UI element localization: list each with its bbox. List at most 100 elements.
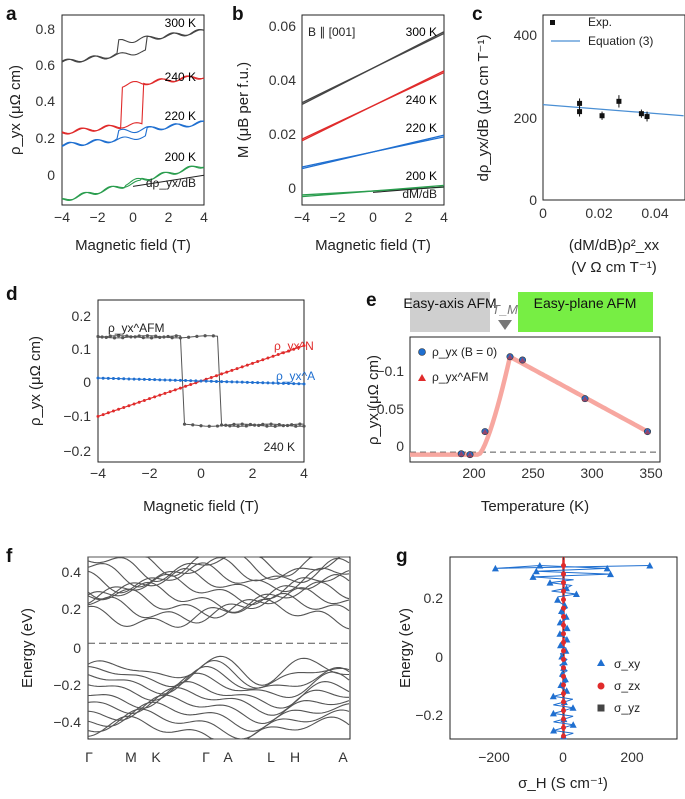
- normal-point-d-18: [189, 383, 193, 387]
- xtick-c-2: 0.04: [641, 205, 668, 221]
- normal-point-d-14: [168, 390, 172, 394]
- anomalous-point-d-6: [127, 377, 131, 381]
- marks-g: [491, 557, 654, 740]
- anomalous-point-d-31: [256, 381, 260, 385]
- phase-label-easy-plane: Easy-plane AFM: [534, 295, 637, 311]
- panel-e: e Easy-axis AFM Easy-plane AFM T_M ρ_yx …: [365, 290, 663, 515]
- normal-point-d-12: [158, 393, 162, 397]
- afm-point-d-8: [129, 335, 133, 339]
- curve-label-200K-b: 200 K: [406, 169, 437, 183]
- curves-d: [96, 334, 306, 428]
- conduction-band-1: [87, 556, 349, 583]
- field-annotation-b: B ∥ [001]: [308, 25, 355, 39]
- afm-point-d-50: [302, 424, 306, 428]
- anomalous-point-d-17: [184, 379, 188, 383]
- afm-point-d-34: [236, 424, 240, 428]
- xtick-a-0: −4: [54, 209, 70, 225]
- anomalous-point-d-39: [297, 382, 301, 386]
- normal-point-d-26: [230, 368, 234, 372]
- data-point-c-2: [599, 113, 605, 119]
- anomalous-point-d-7: [132, 377, 136, 381]
- curve-label-240K-a: 240 K: [165, 70, 196, 84]
- panel-a: a 300 K 240 K 220 K 200 K dρ_yx/dB −4 −2…: [6, 4, 208, 254]
- xtick-b-3: 2: [405, 209, 413, 225]
- valence-band-8: [87, 708, 350, 740]
- anomalous-point-d-14: [168, 378, 172, 382]
- sigma-zx-point-1: [561, 725, 566, 731]
- anomalous-point-d-11: [153, 378, 157, 382]
- phase-box-easy-axis: [410, 292, 490, 332]
- sigma-zx-point-15: [561, 605, 566, 611]
- afm-point-d-40: [261, 422, 265, 426]
- ylabel-f: Energy (eV): [19, 608, 36, 688]
- curves-b: [301, 31, 445, 198]
- xtick-g-1: 0: [559, 749, 567, 765]
- afm-point-d-38: [252, 423, 257, 427]
- xlabel-units-c: (V Ω cm T⁻¹): [571, 259, 657, 276]
- fit-line-c: [542, 104, 684, 117]
- xtick-e-2: 300: [580, 465, 604, 481]
- model-curve-e: [410, 353, 649, 457]
- panel-label-d: d: [6, 284, 18, 305]
- afm-point-d-16: [162, 335, 166, 339]
- sigma-xy-point-59: [603, 564, 611, 572]
- ytick-b-3: 0.06: [269, 18, 296, 34]
- sigma-xy-point-10: [569, 704, 577, 711]
- anomalous-point-d-2: [106, 376, 110, 380]
- normal-point-d-3: [111, 409, 115, 413]
- plot-frame-e: [409, 336, 661, 463]
- ytick-a-4: 0.8: [36, 21, 56, 37]
- afm-point-d-82: [224, 423, 228, 427]
- panel-b: b B ∥ [001] 300 K 240 K 220 K 200 K dM/d…: [232, 4, 448, 254]
- anomalous-point-d-37: [287, 382, 291, 386]
- anomalous-point-d-20: [199, 379, 203, 383]
- legend-zx: σ_zx: [614, 679, 640, 693]
- ytick-d-4: 0.2: [72, 308, 92, 324]
- xlabel-e: Temperature (K): [481, 498, 589, 515]
- afm-point-d-58: [125, 334, 129, 338]
- reference-label-b: dM/dB: [402, 187, 437, 201]
- xtick-c-1: 0.02: [585, 205, 612, 221]
- anomalous-point-d-16: [178, 378, 182, 382]
- normal-point-d-36: [281, 351, 285, 355]
- magnetization-curve-220K-1: [301, 136, 445, 168]
- ytick-a-3: 0.6: [36, 57, 56, 73]
- afm-point-d-2: [104, 335, 108, 339]
- afm-point-d-76: [199, 424, 203, 428]
- xtick-e-3: 350: [639, 465, 663, 481]
- kpoint-7: A: [338, 749, 348, 765]
- anomalous-point-d-29: [245, 380, 249, 384]
- sigma-zx-point-11: [561, 639, 566, 645]
- label-a-d: ρ_yx^A: [276, 369, 315, 383]
- afm-point-d-4: [112, 336, 117, 340]
- xtick-d-4: 4: [300, 465, 308, 481]
- legend-fit: Equation (3): [588, 34, 653, 48]
- sigma-xy-point-8: [549, 709, 557, 717]
- anomalous-point-d-33: [266, 381, 270, 385]
- legend-marker-zx: [597, 682, 605, 690]
- anomalous-point-d-15: [173, 378, 177, 382]
- valence-band-2: [87, 666, 350, 695]
- anomalous-point-d-0: [96, 376, 100, 380]
- ytick-d-3: 0.1: [72, 341, 92, 357]
- curves-a: [61, 29, 205, 202]
- afm-point-d-28: [211, 334, 215, 338]
- hall-curve-down-240K: [61, 75, 205, 135]
- plot-frame-c: [542, 14, 685, 201]
- tm-label: T_M: [492, 302, 518, 317]
- sigma-xy-point-32: [557, 641, 564, 649]
- ytick-f-2: 0: [73, 640, 81, 656]
- normal-point-d-16: [178, 386, 182, 390]
- ytick-a-2: 0.4: [36, 93, 56, 109]
- valence-band-7: [87, 701, 350, 732]
- kpoint-2: K: [151, 749, 161, 765]
- legend-marker-afm: [418, 374, 426, 381]
- afm-point-d-96: [281, 424, 285, 428]
- normal-point-d-17: [184, 384, 188, 388]
- xtick-b-0: −4: [294, 209, 310, 225]
- sigma-zx-point-4: [561, 699, 566, 705]
- ytick-d-0: −0.2: [63, 443, 91, 459]
- anomalous-point-d-9: [142, 377, 146, 381]
- normal-point-d-10: [148, 397, 151, 401]
- anomalous-point-d-12: [158, 378, 162, 382]
